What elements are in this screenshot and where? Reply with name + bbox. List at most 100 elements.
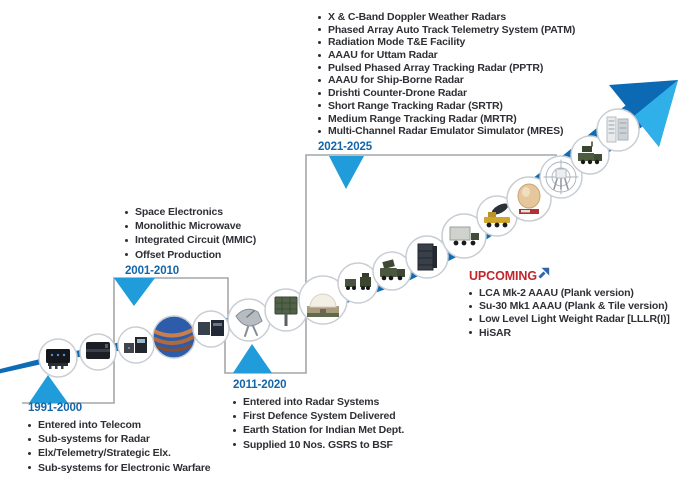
connector-line-right [224,154,557,374]
bullet-dot [318,15,321,19]
bullet-text: AAAU for Ship-Borne Radar [328,74,464,87]
bullet-item: X & C-Band Doppler Weather Radars [318,11,575,24]
bullet-item: Entered into Radar Systems [233,396,404,410]
bullet-text: Medium Range Tracking Radar (MRTR) [328,112,517,125]
period-2021-items: X & C-Band Doppler Weather Radars Phased … [318,11,575,138]
bullet-item: Multi-Channel Radar Emulator Simulator (… [318,125,575,138]
bullet-text: AAAU for Uttam Radar [328,49,438,62]
bullet-dot [125,238,128,242]
milestone-7 [264,288,308,332]
bullet-text: Radiation Mode T&E Facility [328,36,466,49]
aerostat-radome-icon [517,183,541,214]
bullet-dot [125,210,128,214]
planar-antenna-icon [274,296,298,326]
up-right-arrow-icon [538,267,550,279]
bullet-text: Short Range Tracking Radar (SRTR) [328,99,503,112]
bullet-dot [318,129,321,133]
milestone-15 [539,155,583,199]
bullet-dot [469,291,472,295]
rf-module-icon [86,342,110,359]
period-2011-items: Entered into Radar Systems First Defence … [233,396,404,453]
milestone-14 [506,176,552,222]
bullet-dot [125,253,128,257]
milestone-3 [117,326,155,364]
bullet-dot [469,304,472,308]
tracking-antenna-icon [543,159,579,195]
bullet-item: Entered into Telecom [28,419,210,433]
upcoming-items: LCA Mk-2 AAAU (Plank version) Su-30 Mk1 A… [469,287,670,340]
bullet-item: Space Electronics [125,206,256,220]
upcoming-block: UPCOMING LCA Mk-2 AAAU (Plank version) Su… [469,267,670,340]
milestone-10 [372,251,412,291]
radome-icon [307,293,339,317]
upcoming-label-text: UPCOMING [469,269,537,283]
bullet-text: Integrated Circuit (MMIC) [135,234,257,247]
antenna-array-icon [417,243,437,271]
bullet-item: Elx/Telemetry/Strategic Elx. [28,447,210,461]
transmitter-boxes-icon [198,320,224,336]
bullet-dot [233,428,236,432]
bullet-item: Drishti Counter-Drone Radar [318,87,575,100]
period-block-2001-2010: Space Electronics Monolithic Microwave Int… [125,206,256,277]
telemetry-unit-icon [46,349,70,369]
bullet-dot [469,331,472,335]
bullet-dot [233,400,236,404]
satellite-dish-icon [235,308,263,337]
bullet-text: Entered into Telecom [38,419,141,431]
bullet-item: Offset Production [125,249,256,263]
bullet-text: Low Level Light Weight Radar [LLLR(I)] [479,313,670,326]
shelter-truck-icon [449,226,479,246]
bullet-dot [28,437,31,441]
bullet-item: Radiation Mode T&E Facility [318,36,575,49]
period-2011-label: 2011-2020 [233,379,287,391]
milestone-16 [570,135,610,175]
bullet-text: Sub-systems for Electronic Warfare [38,461,211,474]
bullet-text: Entered into Radar Systems [243,396,380,408]
bullet-text: Elx/Telemetry/Strategic Elx. [38,447,171,460]
period-2021-label: 2021-2025 [318,140,373,153]
milestone-6 [227,298,271,342]
milestone-8 [298,275,348,325]
bullet-item: Integrated Circuit (MMIC) [125,234,256,248]
period-block-2021-2025: X & C-Band Doppler Weather Radars Phased … [318,11,575,153]
bullet-text: Space Electronics [135,206,223,218]
bullet-item: Low Level Light Weight Radar [LLLR(I)] [469,313,670,326]
bullet-text: Phased Array Auto Track Telemetry System… [328,23,576,36]
radar-convoy-icon [345,273,371,290]
milestone-4 [152,315,196,359]
antenna-ball-icon [153,327,195,352]
bullet-dot [125,224,128,228]
bullet-dot [318,78,321,82]
milestone-9 [337,262,379,304]
bullet-item: First Defence System Delivered [233,410,404,424]
milestone-17 [596,108,640,152]
bullet-dot [233,414,236,418]
triangle-marker-2021 [329,156,364,189]
triangle-marker-1991 [29,375,68,403]
bullet-item: Supplied 10 Nos. GSRS to BSF [233,439,404,453]
bullet-item: Medium Range Tracking Radar (MRTR) [318,113,575,126]
triangle-marker-2011 [233,344,272,373]
bullet-text: Drishti Counter-Drone Radar [328,87,467,100]
bullet-dot [469,317,472,321]
bullet-item: Pulsed Phased Array Tracking Radar (PPTR… [318,62,575,75]
bullet-dot [318,91,321,95]
bullet-text: LCA Mk-2 AAAU (Plank version) [479,287,634,299]
bullet-dot [318,28,321,32]
bullet-text: Pulsed Phased Array Tracking Radar (PPTR… [328,61,544,74]
bullet-item: LCA Mk-2 AAAU (Plank version) [469,287,670,300]
bullet-item: AAAU for Ship-Borne Radar [318,74,575,87]
bullet-dot [318,40,321,44]
mobile-radar-icon [578,141,602,165]
bullet-item: AAAU for Uttam Radar [318,49,575,62]
bullet-dot [318,66,321,70]
bullet-text: X & C-Band Doppler Weather Radars [328,11,507,23]
bullet-text: Su-30 Mk1 AAAU (Plank & Tile version) [479,300,668,313]
bullet-item: Earth Station for Indian Met Dept. [233,424,404,438]
bullet-item: HiSAR [469,327,670,340]
period-2001-items: Space Electronics Monolithic Microwave Int… [125,206,256,263]
bullet-dot [28,423,31,427]
bullet-text: Multi-Channel Radar Emulator Simulator (… [328,125,564,138]
bullet-item: Su-30 Mk1 AAAU (Plank & Tile version) [469,300,670,313]
